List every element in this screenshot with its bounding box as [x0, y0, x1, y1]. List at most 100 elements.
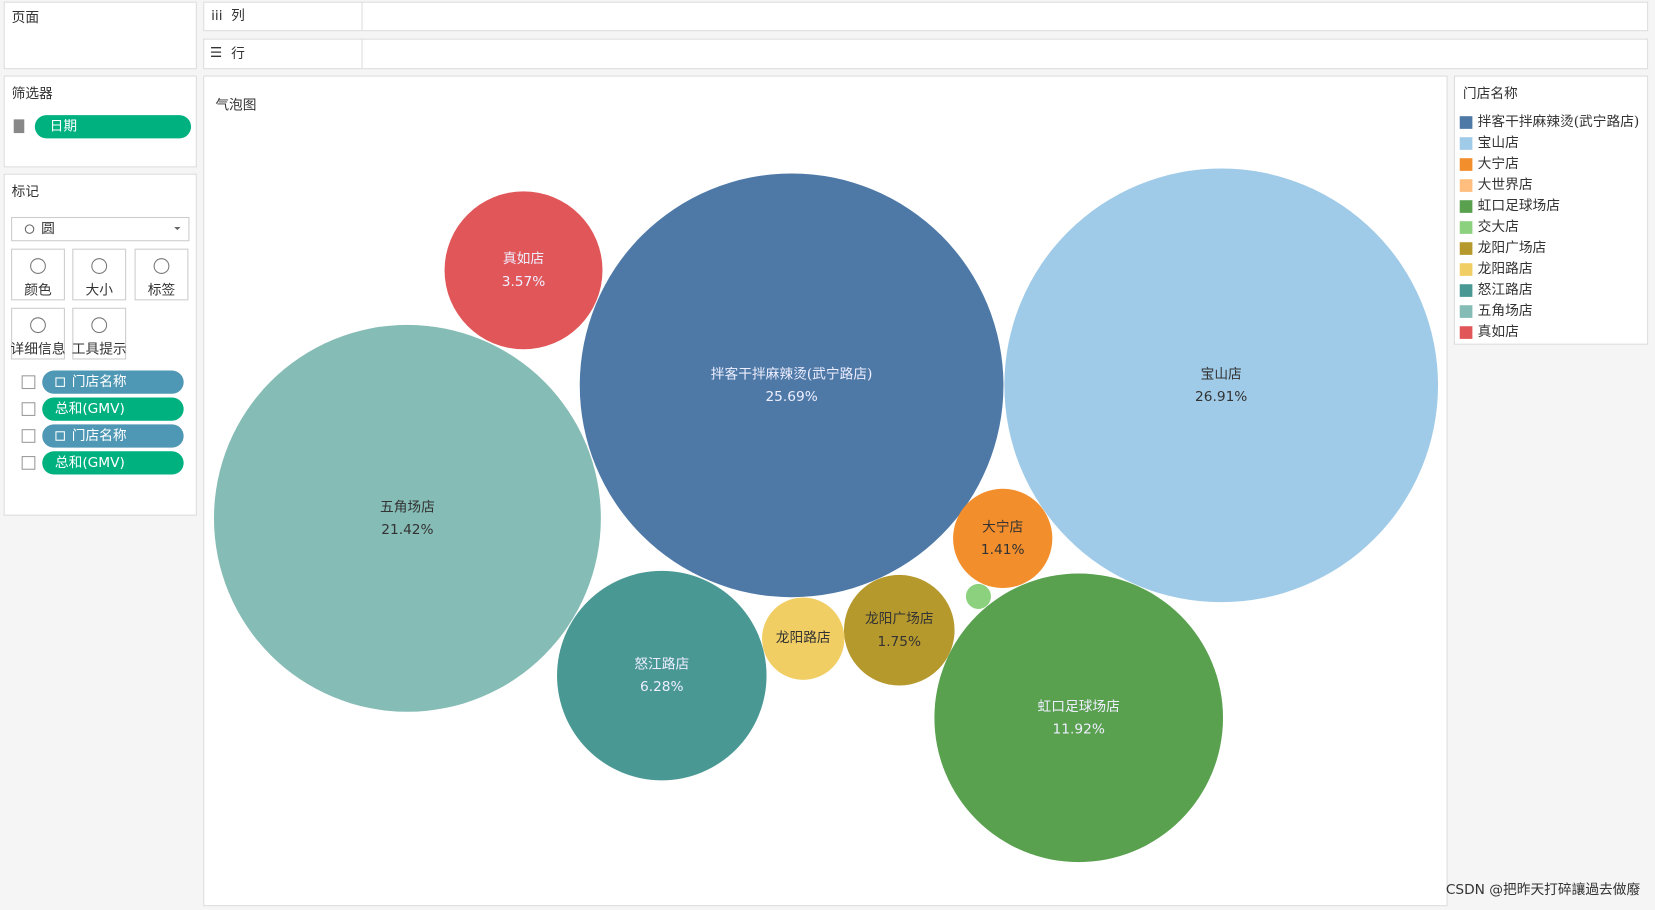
bubble-value: 26.91% [1195, 389, 1247, 405]
bubble[interactable] [557, 570, 767, 781]
field-pill[interactable] [42, 451, 184, 475]
legend-swatch[interactable] [1459, 284, 1473, 297]
rows-icon: ☰ [210, 45, 222, 61]
mark-button[interactable] [11, 248, 65, 301]
legend-label[interactable]: 大世界店 [1478, 177, 1533, 193]
mark-button-icon [30, 258, 46, 274]
bubble[interactable] [843, 574, 955, 686]
bubble-value: 1.75% [877, 634, 921, 650]
mark-button[interactable] [72, 248, 127, 301]
dropdown-arrow [174, 227, 181, 231]
mark-icon [21, 429, 36, 443]
mark-button-icon [91, 258, 108, 274]
mark-button-label[interactable]: 详细信息 [11, 340, 66, 357]
bubble-value: 3.57% [502, 274, 546, 290]
filter-pill[interactable] [34, 115, 192, 139]
bubble-name: 怒江路店 [634, 657, 689, 673]
bubble-name: 虹口足球场店 [1038, 699, 1120, 715]
legend-swatch[interactable] [1459, 221, 1473, 234]
field-pill[interactable] [42, 370, 184, 394]
bubble[interactable] [934, 573, 1224, 863]
bubble-name: 龙阳路店 [776, 630, 831, 646]
mark-button-icon [153, 258, 170, 274]
bubble-value: 21.42% [381, 522, 433, 538]
mark-button-icon [91, 317, 108, 334]
marks-title: 标记 [12, 184, 40, 200]
legend-swatch[interactable] [1459, 326, 1473, 339]
bubble-name: 大宁店 [982, 518, 1023, 535]
pages-pane [3, 1, 197, 70]
legend-label[interactable]: 怒江路店 [1478, 282, 1533, 298]
legend-title: 门店名称 [1463, 86, 1518, 102]
mark-button[interactable] [134, 248, 189, 301]
mark-type-icon [24, 224, 35, 234]
legend-label[interactable]: 宝山店 [1478, 135, 1519, 151]
field-pill[interactable] [42, 397, 184, 421]
expand-icon [55, 431, 65, 441]
legend-label[interactable]: 龙阳路店 [1478, 261, 1533, 277]
legend-swatch[interactable] [1459, 263, 1473, 276]
bubble[interactable] [1004, 168, 1439, 603]
mark-button-label[interactable]: 大小 [85, 282, 113, 298]
legend-swatch[interactable] [1459, 305, 1473, 318]
mark-button-label[interactable]: 颜色 [24, 281, 52, 298]
legend-swatch[interactable] [1459, 116, 1473, 129]
legend-swatch[interactable] [1459, 158, 1473, 171]
columns-label: 列 [231, 8, 245, 24]
bubble[interactable] [444, 191, 603, 350]
bubble-name: 拌客干拌麻辣烫(武宁路店) [711, 365, 873, 382]
pages-title: 页面 [12, 10, 39, 26]
bubble[interactable] [579, 173, 1004, 598]
bubble[interactable] [965, 583, 991, 609]
legend-label[interactable]: 交大店 [1478, 218, 1519, 235]
mark-button-label[interactable]: 标签 [148, 281, 176, 298]
legend-label[interactable]: 虹口足球场店 [1478, 198, 1560, 214]
mark-button[interactable] [11, 307, 65, 360]
filters-title: 筛选器 [12, 86, 53, 102]
legend-swatch[interactable] [1459, 179, 1473, 192]
mark-icon [21, 456, 36, 470]
mark-button-icon [30, 317, 46, 334]
mark-button-label[interactable]: 工具提示 [72, 341, 127, 357]
filter-pill-label[interactable]: 日期 [50, 119, 77, 135]
legend-swatch[interactable] [1459, 137, 1473, 150]
field-pill-label[interactable]: 总和(GMV) [55, 455, 125, 471]
mark-button[interactable] [72, 307, 127, 360]
rows-label: 行 [231, 46, 245, 62]
chart-title: 气泡图 [215, 98, 256, 114]
legend-label[interactable]: 龙阳广场店 [1478, 240, 1547, 256]
expand-icon [55, 377, 65, 387]
mark-type-dropdown[interactable] [11, 216, 190, 242]
mark-icon [21, 375, 36, 390]
columns-shelf [203, 1, 1649, 32]
field-pill-label[interactable]: 总和(GMV) [55, 401, 125, 417]
bubble-value: 11.92% [1053, 721, 1105, 737]
bubble-value: 1.41% [981, 542, 1025, 558]
filter-icon [13, 119, 25, 134]
bubble-value: 25.69% [765, 389, 817, 405]
field-pill-label[interactable]: 门店名称 [72, 374, 127, 390]
bubble[interactable] [762, 597, 845, 680]
legend-label[interactable]: 大宁店 [1478, 155, 1519, 172]
bubble-name: 五角场店 [380, 499, 435, 515]
field-pill-label[interactable]: 门店名称 [72, 428, 127, 444]
legend-label[interactable]: 五角场店 [1478, 303, 1533, 319]
legend [1453, 75, 1649, 345]
bubble[interactable] [953, 488, 1053, 589]
bubble[interactable] [213, 324, 601, 712]
bubble-name: 真如店 [503, 251, 544, 267]
mark-type-label[interactable]: 圆 [41, 221, 55, 237]
bubble-value: 6.28% [640, 679, 684, 695]
rows-shelf [203, 38, 1649, 70]
legend-label[interactable]: 真如店 [1478, 324, 1519, 340]
bubble-name: 龙阳广场店 [865, 611, 934, 627]
bubble-name: 宝山店 [1201, 366, 1242, 382]
legend-label[interactable]: 拌客干拌麻辣烫(武宁路店) [1478, 113, 1640, 130]
watermark: CSDN @把昨天打碎讓過去做廢 [1446, 881, 1641, 898]
legend-swatch[interactable] [1459, 200, 1473, 213]
columns-icon: iii [211, 8, 222, 24]
field-pill[interactable] [42, 424, 184, 448]
legend-swatch[interactable] [1459, 242, 1473, 255]
